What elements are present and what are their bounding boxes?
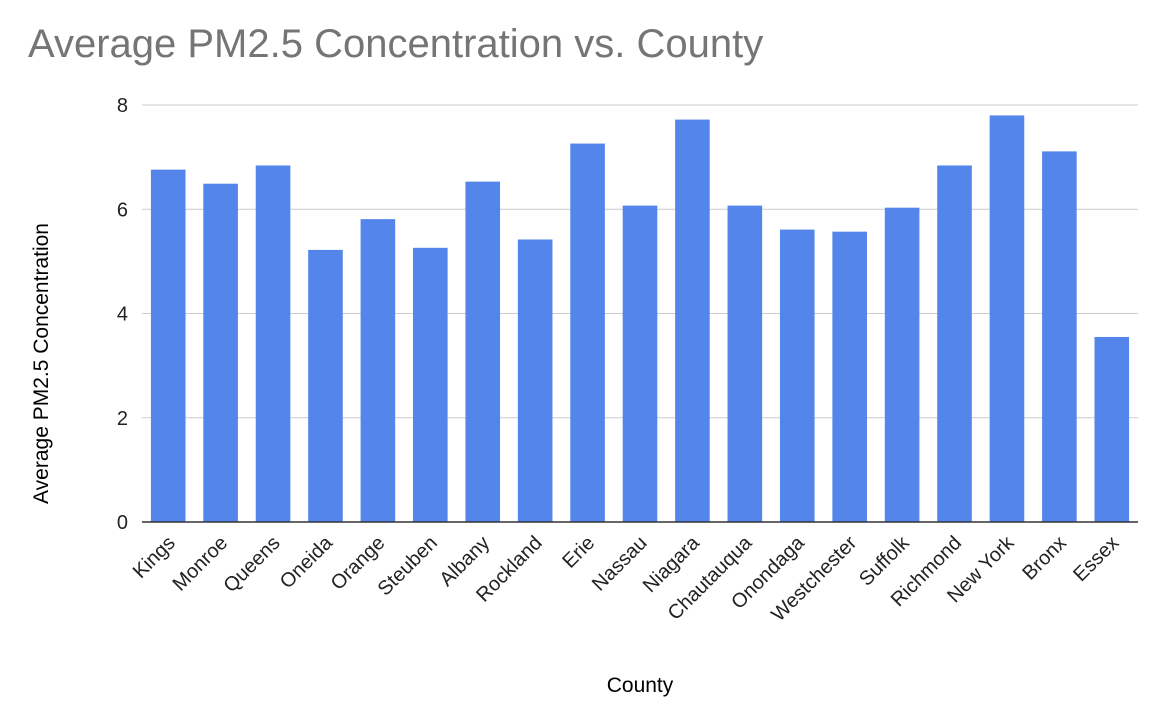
bar-queens[interactable]	[255, 165, 291, 522]
y-tick-label: 6	[117, 199, 128, 221]
bar-niagara[interactable]	[675, 119, 710, 522]
y-axis-tick-labels: 0 2 4 6 8	[117, 95, 128, 534]
bar-bronx[interactable]	[1042, 151, 1077, 523]
bar-oneida[interactable]	[308, 249, 343, 522]
x-axis-tick-labels: KingsMonroeQueensOneidaOrangeSteubenAlba…	[129, 531, 1124, 626]
bar-essex[interactable]	[1094, 336, 1130, 522]
y-tick-label: 0	[117, 512, 128, 534]
x-tick-label: Essex	[1069, 532, 1123, 586]
bar-orange[interactable]	[360, 219, 396, 522]
bar-steuben[interactable]	[413, 247, 448, 522]
bar-rockland[interactable]	[517, 239, 553, 523]
bar-new-york[interactable]	[989, 115, 1025, 523]
bar-nassau[interactable]	[622, 205, 658, 522]
y-tick-label: 8	[117, 95, 128, 117]
bar-suffolk[interactable]	[884, 207, 920, 522]
y-tick-label: 2	[117, 408, 128, 430]
bar-chautauqua[interactable]	[727, 205, 763, 522]
bar-monroe[interactable]	[203, 183, 238, 523]
y-tick-label: 4	[117, 304, 128, 326]
bar-richmond[interactable]	[937, 165, 972, 522]
bar-westchester[interactable]	[832, 231, 867, 522]
chart-title: Average PM2.5 Concentration vs. County	[28, 22, 764, 66]
bar-albany[interactable]	[465, 181, 501, 522]
x-tick-label: Erie	[558, 532, 599, 573]
x-tick-label: Queens	[219, 532, 284, 597]
x-tick-label: Oneida	[276, 531, 338, 593]
bar-onondaga[interactable]	[779, 229, 815, 523]
bar-kings[interactable]	[150, 169, 186, 522]
bar-series	[150, 115, 1130, 523]
y-axis-title: Average PM2.5 Concentration	[30, 223, 53, 504]
x-axis-title: County	[607, 674, 674, 697]
bar-erie[interactable]	[570, 143, 605, 522]
x-tick-label: Bronx	[1018, 532, 1071, 585]
